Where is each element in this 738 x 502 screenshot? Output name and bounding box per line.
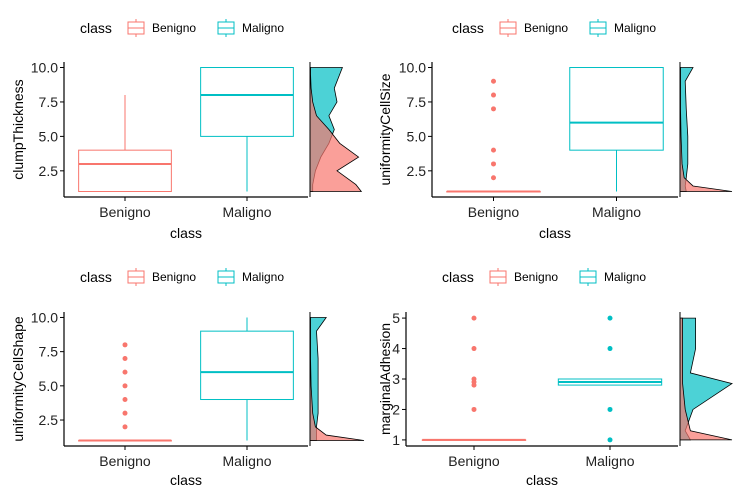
legend-label: Maligno xyxy=(242,270,284,284)
outlier-point xyxy=(607,437,613,443)
box-benigno xyxy=(78,95,172,192)
box-iqr xyxy=(569,67,664,151)
x-tick-label: Maligno xyxy=(222,453,271,469)
box-maligno xyxy=(569,67,664,192)
y-tick-label: 5.0 xyxy=(407,128,427,144)
box-maligno xyxy=(557,315,663,443)
box-benigno xyxy=(421,315,527,441)
panel-bottom-left: class Benigno Maligno 2.5 5.0 7.5 10.0 Benigno M… xyxy=(10,268,365,488)
outlier-point xyxy=(491,106,496,112)
x-axis-label: class xyxy=(170,225,202,241)
x-tick-label: Maligno xyxy=(592,204,641,220)
x-tick-label: Benigno xyxy=(448,453,500,469)
density-benigno xyxy=(679,317,733,441)
outlier-point xyxy=(122,355,128,361)
legend-label: Maligno xyxy=(242,21,284,35)
box-iqr xyxy=(200,330,294,401)
x-tick-label: Benigno xyxy=(99,204,151,220)
y-tick-label: 7.5 xyxy=(39,344,59,360)
box-maligno xyxy=(200,317,294,441)
box-maligno xyxy=(200,67,294,192)
outlier-point xyxy=(471,376,477,382)
legend-label: Maligno xyxy=(614,21,656,35)
panel-bottom-right: class Benigno Maligno 1 2 3 4 5 Benigno Maligno cl… xyxy=(377,268,733,488)
y-tick-label: 5.0 xyxy=(39,378,59,394)
outlier-point xyxy=(491,78,496,84)
y-axis-label: clumpThickness xyxy=(10,79,26,179)
y-tick-label: 7.5 xyxy=(39,94,59,110)
x-tick-label: Maligno xyxy=(222,204,271,220)
y-tick-label: 1 xyxy=(392,432,400,448)
x-axis-label: class xyxy=(526,472,558,488)
y-axis-label: uniformityCellShape xyxy=(10,316,26,441)
legend-key xyxy=(589,19,607,37)
outlier-point xyxy=(471,346,477,352)
outlier-point xyxy=(122,342,128,348)
outlier-point xyxy=(122,397,128,403)
y-tick-label: 2.5 xyxy=(39,412,59,428)
y-tick-label: 5 xyxy=(392,310,400,326)
legend-key xyxy=(489,268,507,286)
y-tick-label: 10.0 xyxy=(31,60,58,76)
legend-label: Benigno xyxy=(514,270,558,284)
legend-key xyxy=(127,268,145,286)
legend-title: class xyxy=(452,20,484,36)
x-tick-label: Benigno xyxy=(99,453,151,469)
legend-title: class xyxy=(442,269,474,285)
y-tick-label: 7.5 xyxy=(407,94,427,110)
box-iqr xyxy=(78,149,172,192)
panel-top-left: class Benigno Maligno 2.5 5.0 7.5 10.0 Benigno M… xyxy=(10,19,363,241)
box-benigno xyxy=(78,342,172,442)
outlier-point xyxy=(122,383,128,389)
y-tick-label: 3 xyxy=(392,371,400,387)
outlier-point xyxy=(122,424,128,430)
outlier-point xyxy=(491,92,496,98)
box-benigno xyxy=(446,78,541,193)
legend-label: Benigno xyxy=(152,270,196,284)
marginal-density xyxy=(679,312,733,446)
legend-title: class xyxy=(80,269,112,285)
x-tick-label: Maligno xyxy=(585,453,634,469)
legend-label: Benigno xyxy=(152,21,196,35)
y-tick-label: 2.5 xyxy=(407,163,427,179)
legend-label: Maligno xyxy=(604,270,646,284)
marginal-density xyxy=(309,312,365,446)
legend-key xyxy=(499,19,517,37)
density-benigno xyxy=(309,67,363,192)
panel-top-right: class Benigno Maligno 2.5 5.0 7.5 10.0 Benigno M… xyxy=(377,19,733,241)
x-axis-label: class xyxy=(539,225,571,241)
y-axis-label: uniformityCellSize xyxy=(377,73,393,185)
x-axis-label: class xyxy=(170,472,202,488)
outlier-point xyxy=(607,406,613,412)
outlier-point xyxy=(471,406,477,412)
outlier-point xyxy=(122,410,128,416)
outlier-point xyxy=(491,147,496,153)
legend-label: Benigno xyxy=(524,21,568,35)
marginal-density xyxy=(679,62,733,197)
x-tick-label: Benigno xyxy=(468,204,520,220)
y-axis-label: marginalAdhesion xyxy=(377,323,393,435)
legend-key xyxy=(579,268,597,286)
y-tick-label: 2.5 xyxy=(39,163,59,179)
y-tick-label: 10.0 xyxy=(399,60,426,76)
outlier-point xyxy=(607,346,613,352)
legend-key xyxy=(127,19,145,37)
outlier-point xyxy=(607,315,613,321)
outlier-point xyxy=(122,369,128,375)
y-tick-label: 10.0 xyxy=(31,309,58,325)
outlier-point xyxy=(471,315,477,321)
y-tick-label: 4 xyxy=(392,341,400,357)
legend-title: class xyxy=(80,20,112,36)
outlier-point xyxy=(491,161,496,167)
y-tick-label: 2 xyxy=(392,401,400,417)
y-tick-label: 5.0 xyxy=(39,128,59,144)
outlier-point xyxy=(491,175,496,181)
legend-key xyxy=(217,19,235,37)
marginal-density xyxy=(309,62,363,197)
legend-key xyxy=(217,268,235,286)
box-iqr xyxy=(200,67,294,137)
